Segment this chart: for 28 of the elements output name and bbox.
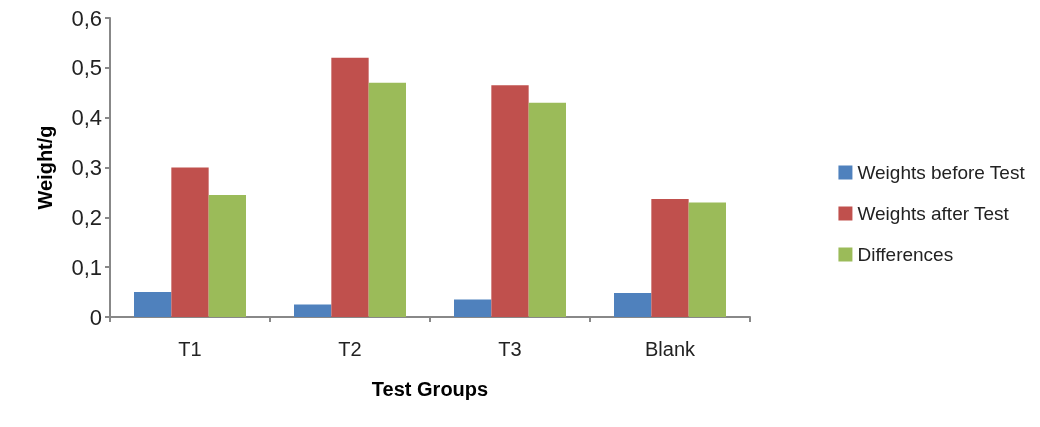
y-tick-label: 0,2 [71,204,102,230]
bar [491,85,529,317]
bar [454,299,492,317]
x-axis-title: Test Groups [371,378,489,400]
x-tick-label: T2 [338,338,362,360]
y-tick-label: 0,5 [71,55,102,81]
bar [651,198,689,317]
legend-label: Weights before Test [857,162,1026,183]
bar [368,82,406,317]
bar [294,304,332,317]
y-tick-label: 0,3 [71,155,102,180]
bar [528,102,566,317]
x-tick-label: Blank [644,338,697,360]
y-tick-label: 0 [89,304,102,330]
bar [614,293,652,317]
bar [688,202,726,317]
bar [208,194,246,317]
y-axis-title: Weight/g [34,125,56,210]
legend-label: Differences [857,244,954,265]
bar [331,57,369,317]
y-tick-label: 0,1 [71,254,102,280]
bar [134,292,172,317]
x-tick-label: T3 [498,338,522,360]
y-tick-label: 0,4 [71,105,102,131]
bar [171,167,209,317]
x-tick-label: T1 [178,338,202,360]
y-tick-label: 0,6 [71,5,102,31]
legend-label: Weights after Test [857,203,1010,224]
